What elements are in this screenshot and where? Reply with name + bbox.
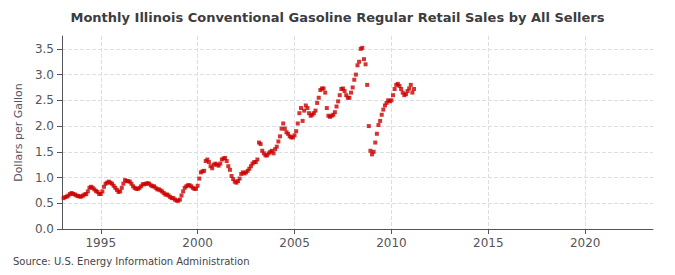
svg-text:2000: 2000	[182, 236, 213, 250]
svg-text:3.5: 3.5	[35, 42, 54, 56]
svg-text:Dollars per Gallon: Dollars per Gallon	[12, 83, 25, 182]
svg-text:Source: U.S. Energy Informatio: Source: U.S. Energy Information Administ…	[13, 256, 250, 267]
svg-text:1.0: 1.0	[35, 171, 54, 185]
svg-text:2005: 2005	[279, 236, 310, 250]
svg-text:2.0: 2.0	[35, 119, 54, 133]
svg-text:1995: 1995	[85, 236, 116, 250]
svg-text:2.5: 2.5	[35, 93, 54, 107]
svg-text:2020: 2020	[570, 236, 601, 250]
svg-text:2010: 2010	[376, 236, 407, 250]
svg-text:Monthly Illinois Conventional: Monthly Illinois Conventional Gasoline R…	[70, 10, 604, 25]
svg-text:1.5: 1.5	[35, 145, 54, 159]
svg-text:0.5: 0.5	[35, 196, 54, 210]
svg-text:3.0: 3.0	[35, 68, 54, 82]
svg-text:2015: 2015	[473, 236, 504, 250]
svg-text:0.0: 0.0	[35, 222, 54, 236]
